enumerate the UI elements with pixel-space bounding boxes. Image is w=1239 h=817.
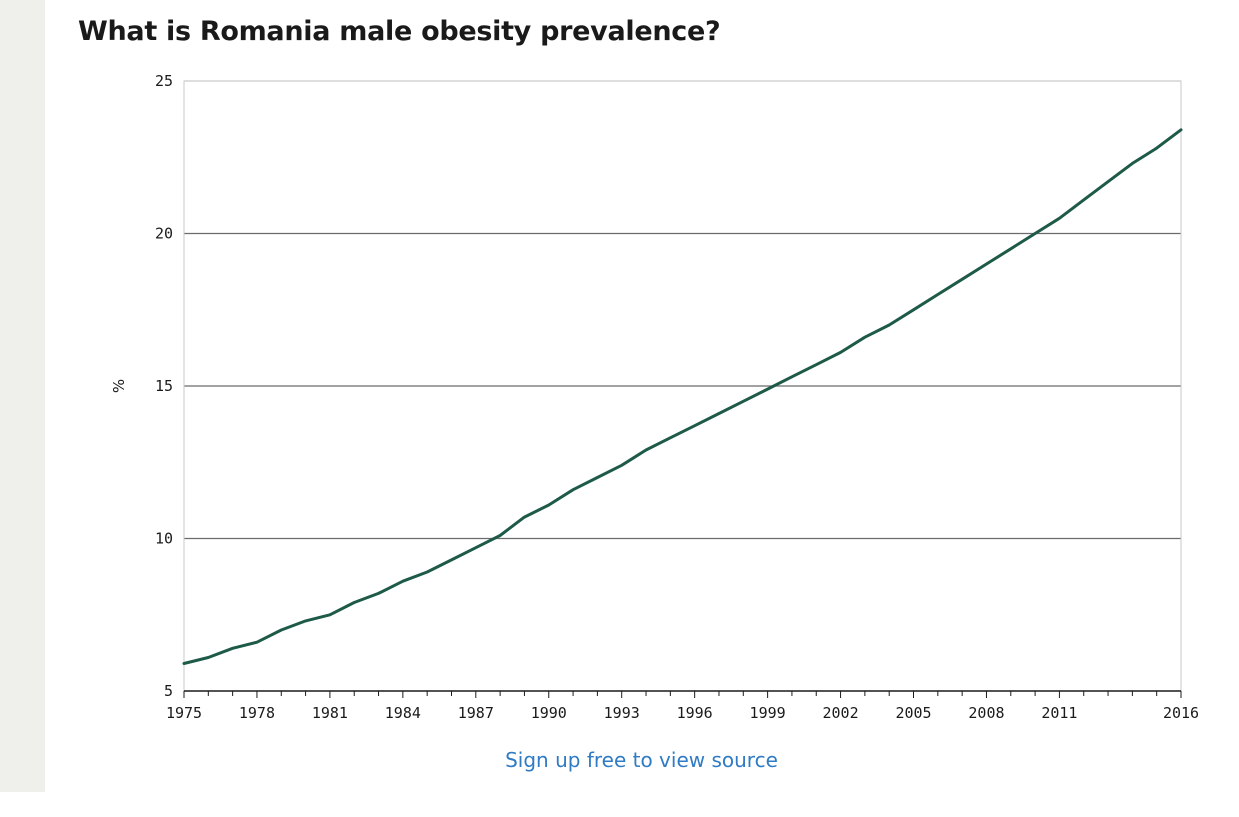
x-tick-label: 1987 xyxy=(458,704,494,722)
y-tick-label: 15 xyxy=(155,377,173,395)
x-tick-label: 1981 xyxy=(312,704,348,722)
x-tick-label: 1990 xyxy=(531,704,567,722)
x-tick-label: 2002 xyxy=(822,704,858,722)
x-tick-label: 2016 xyxy=(1163,704,1199,722)
series-layer xyxy=(182,128,1183,665)
series-line-0 xyxy=(182,128,1183,665)
x-tick-label: 1978 xyxy=(239,704,275,722)
x-axis-ticks: 1975 1978 1981 1984 1987 1990 1993 1996 1999 2002… xyxy=(166,690,1199,722)
y-axis-label: % xyxy=(110,379,128,393)
grid-lines xyxy=(184,80,1181,540)
left-rail xyxy=(0,0,45,792)
x-tick-label: 1993 xyxy=(604,704,640,722)
y-tick-label: 10 xyxy=(155,530,173,548)
y-tick-label: 25 xyxy=(155,72,173,90)
x-tick-label: 1984 xyxy=(385,704,421,722)
view-source-link[interactable]: Sign up free to view source xyxy=(505,748,778,772)
x-tick-label: 1996 xyxy=(677,704,713,722)
y-axis-ticks: 5 10 15 20 25 xyxy=(155,72,173,700)
x-tick-label: 2011 xyxy=(1041,704,1077,722)
x-tick-label: 1975 xyxy=(166,704,202,722)
y-tick-label: 5 xyxy=(164,682,173,700)
y-tick-label: 20 xyxy=(155,225,173,243)
x-tick-label: 2005 xyxy=(895,704,931,722)
x-tick-label: 1999 xyxy=(750,704,786,722)
x-tick-label: 2008 xyxy=(968,704,1004,722)
bottom-strip xyxy=(0,792,1239,817)
page-title: What is Romania male obesity prevalence? xyxy=(78,16,721,47)
